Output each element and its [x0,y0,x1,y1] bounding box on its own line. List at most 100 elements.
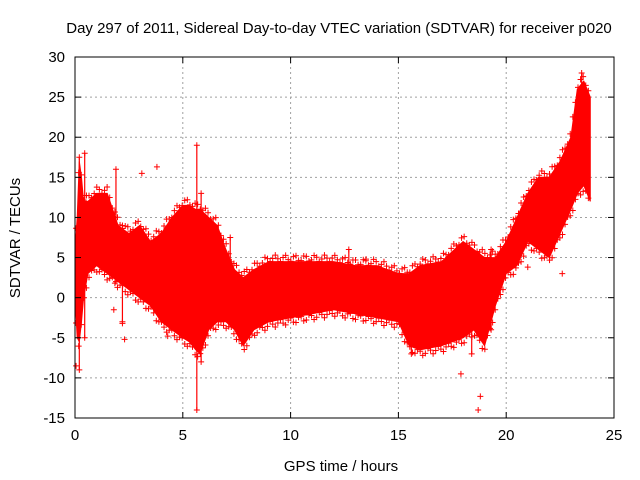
data-point [135,218,142,225]
data-point [580,188,587,195]
data-point [391,262,398,269]
data-point [140,226,147,233]
data-point [334,256,341,263]
data-point [81,150,88,157]
data-point [414,263,421,270]
data-point [179,202,186,209]
data-point [298,313,305,320]
data-point [122,288,129,295]
data-point [468,350,475,357]
data-point [274,319,281,326]
data-point [440,250,447,257]
data-point [75,343,82,350]
data-point [339,255,346,262]
data-point [357,312,364,319]
data-point [230,330,237,337]
data-point [408,286,415,293]
data-point [435,343,442,350]
data-point [476,337,483,344]
y-tick-label: 20 [48,129,65,146]
x-tick-label: 5 [179,427,187,444]
data-point [424,260,431,267]
y-tick-label: -15 [43,410,65,427]
data-point [396,270,403,277]
data-point [101,187,108,194]
data-point [155,228,162,235]
data-point [166,327,173,334]
data-point [531,247,538,254]
outlier-point [73,362,80,369]
data-point [455,336,462,343]
data-point [205,332,212,339]
data-point [562,221,569,228]
data-point [378,261,385,268]
data-point [554,162,561,169]
data-point [342,254,349,261]
data-point [497,291,504,298]
data-point [269,255,276,262]
data-point [176,334,183,341]
data-point [551,245,558,252]
outlier-point [559,270,566,277]
data-point [479,345,486,352]
data-point [290,253,297,260]
data-point [135,298,142,305]
data-point [171,207,178,214]
data-point [243,266,250,273]
data-point [91,190,98,197]
data-point [349,315,356,322]
data-point [197,350,204,357]
data-point [567,212,574,219]
data-point [217,318,224,325]
data-point [249,330,256,337]
ticks [74,56,615,419]
data-point [76,366,83,373]
x-tick-label: 0 [71,427,79,444]
data-point [104,183,111,190]
data-point [569,207,576,214]
data-point [137,223,144,230]
data-point [324,255,331,262]
data-point [236,336,243,343]
data-point [223,240,230,247]
data-point [481,346,488,353]
data-point [468,278,475,285]
data-point [168,326,175,333]
data-point [127,289,134,296]
data-point [282,252,289,259]
data-point [111,208,118,215]
data-point [422,257,429,264]
data-point [546,170,553,177]
plot-frame [74,56,615,419]
data-point [567,130,574,137]
data-point [267,318,274,325]
outlier-point [138,170,145,177]
data-point [215,222,222,229]
data-point [153,317,160,324]
data-point [406,269,413,276]
data-point [238,272,245,279]
data-point [380,322,387,329]
data-point [404,339,411,346]
data-point [236,269,243,276]
data-point [246,334,253,341]
data-point [536,249,543,256]
data-point [88,194,95,201]
data-point [241,346,248,353]
data-point [336,308,343,315]
data-point [445,340,452,347]
data-point [437,255,444,262]
data-point [347,310,354,317]
data-point [417,261,424,268]
data-point [272,323,279,330]
data-point [378,318,385,325]
outlier-point [119,320,126,327]
data-point [326,307,333,314]
data-point [352,316,359,323]
chart-title: Day 297 of 2011, Sidereal Day-to-day VTE… [66,20,612,37]
data-point [520,253,527,260]
data-point [150,233,157,240]
data-point [179,334,186,341]
data-point [109,205,116,212]
data-point [227,234,234,241]
